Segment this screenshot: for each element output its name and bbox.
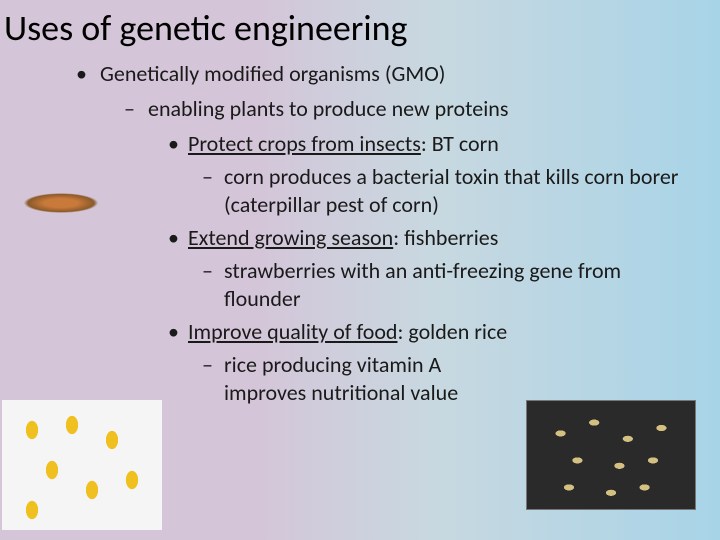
bullet-improve-tail: : golden rice [398,318,508,345]
caterpillar-image [2,148,120,258]
bullet-strawberry-detail: strawberries with an anti-freezing gene … [0,257,720,312]
bullet-gmo: Genetically modified organisms (GMO) [0,60,720,87]
bullet-extend-underline: Extend growing season [188,224,393,251]
bullet-enabling: enabling plants to produce new proteins [0,95,720,122]
bullet-protect-tail: : BT corn [421,130,499,157]
bullet-protect-underline: Protect crops from insects [188,130,421,157]
bullet-rice-detail: rice producing vitamin A improves nutrit… [0,351,720,406]
golden-rice-image [526,400,696,510]
slide-title: Uses of genetic engineering [0,0,720,60]
corn-kernels-image [2,400,162,530]
bullet-improve: Improve quality of food: golden rice [0,318,720,345]
bullet-improve-underline: Improve quality of food [188,318,398,345]
bullet-extend-tail: : fishberries [393,224,498,251]
strawberry-image [6,320,96,390]
